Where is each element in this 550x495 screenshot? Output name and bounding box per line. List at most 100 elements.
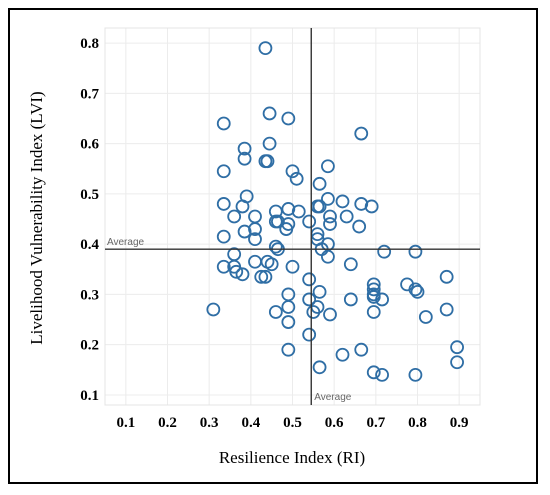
data-point — [450, 340, 464, 355]
data-point — [268, 239, 283, 254]
data-point — [354, 197, 369, 211]
x-tick-label: 0.2 — [158, 415, 177, 431]
data-point — [366, 365, 381, 380]
data-point — [258, 41, 273, 56]
data-point — [335, 194, 350, 209]
data-point — [375, 367, 389, 382]
y-tick-label: 0.5 — [80, 187, 99, 203]
data-point — [268, 305, 283, 319]
data-point — [339, 209, 354, 224]
data-point — [229, 264, 244, 279]
y-tick-label: 0.3 — [80, 287, 99, 303]
y-tick-label: 0.7 — [80, 86, 99, 102]
x-axis-title: Resilience Index (RI) — [219, 448, 365, 467]
data-point — [285, 259, 300, 274]
grid-layer — [105, 28, 480, 405]
data-point — [323, 307, 337, 322]
y-tick-label: 0.6 — [80, 137, 99, 153]
y-tick-label: 0.2 — [80, 338, 99, 354]
data-point — [306, 305, 321, 319]
data-point — [312, 176, 327, 191]
data-point — [216, 229, 231, 244]
data-point — [335, 347, 350, 362]
data-point — [321, 249, 335, 264]
data-point — [312, 284, 327, 299]
data-point — [291, 204, 306, 219]
data-point — [366, 282, 381, 297]
data-point — [216, 197, 231, 211]
data-point — [258, 269, 273, 284]
data-point — [439, 269, 454, 284]
data-point — [248, 222, 262, 236]
data-point — [281, 342, 296, 357]
data-point — [302, 292, 317, 307]
data-point — [302, 272, 317, 287]
x-tick-label: 0.6 — [325, 415, 344, 431]
data-point — [281, 202, 296, 216]
data-point — [281, 111, 296, 126]
data-point — [262, 136, 277, 151]
data-point — [366, 290, 381, 304]
data-point — [248, 232, 262, 247]
data-point — [271, 214, 285, 229]
data-point — [248, 254, 262, 269]
data-point — [264, 257, 279, 272]
data-point — [343, 257, 358, 272]
x-tick-label: 0.9 — [450, 415, 469, 431]
data-point — [354, 126, 369, 141]
data-point — [260, 154, 275, 169]
data-point — [237, 151, 252, 166]
data-point — [262, 106, 277, 121]
data-point — [237, 141, 252, 156]
data-point — [408, 367, 423, 382]
plot-area — [104, 27, 481, 406]
data-point — [439, 302, 454, 317]
y-tick-label: 0.4 — [80, 237, 99, 253]
data-point — [352, 219, 367, 234]
x-tick-label: 0.4 — [241, 415, 260, 431]
data-point — [235, 267, 250, 282]
data-point — [366, 305, 381, 319]
data-point — [281, 300, 296, 314]
x-tick-label: 0.3 — [200, 415, 219, 431]
data-point — [321, 192, 335, 206]
x-tick-label: 0.7 — [366, 415, 385, 431]
data-point — [279, 222, 294, 236]
data-point — [408, 282, 423, 297]
data-point — [375, 292, 389, 307]
data-point — [254, 269, 269, 284]
data-point — [302, 327, 317, 342]
data-point — [418, 310, 433, 324]
point-layer — [206, 41, 464, 382]
data-point — [323, 217, 337, 231]
data-point — [216, 259, 231, 274]
data-point — [206, 302, 221, 317]
data-point — [450, 355, 464, 370]
data-point — [323, 209, 337, 224]
data-point — [216, 116, 231, 131]
data-point — [302, 214, 317, 229]
data-point — [281, 315, 296, 329]
data-point — [377, 244, 392, 259]
data-point — [227, 209, 242, 224]
x-tick-label: 0.1 — [116, 415, 135, 431]
data-point — [410, 284, 425, 299]
y-axis-title: Livelihood Vulnerability Index (LVI) — [27, 91, 46, 344]
data-point — [289, 171, 304, 186]
data-point — [237, 224, 252, 239]
data-point — [227, 247, 242, 262]
data-point — [364, 199, 379, 214]
y-tick-label: 0.1 — [80, 388, 99, 404]
data-point — [268, 204, 283, 219]
data-point — [408, 244, 423, 259]
y-tick-label: 0.8 — [80, 36, 99, 52]
data-point — [354, 342, 369, 357]
average-vertical-label: Average — [314, 392, 352, 403]
data-point — [285, 164, 300, 179]
data-point — [235, 199, 250, 214]
x-tick-label: 0.8 — [408, 415, 427, 431]
average-horizontal-label: Average — [107, 237, 145, 248]
data-point — [343, 292, 358, 307]
data-point — [312, 360, 327, 375]
